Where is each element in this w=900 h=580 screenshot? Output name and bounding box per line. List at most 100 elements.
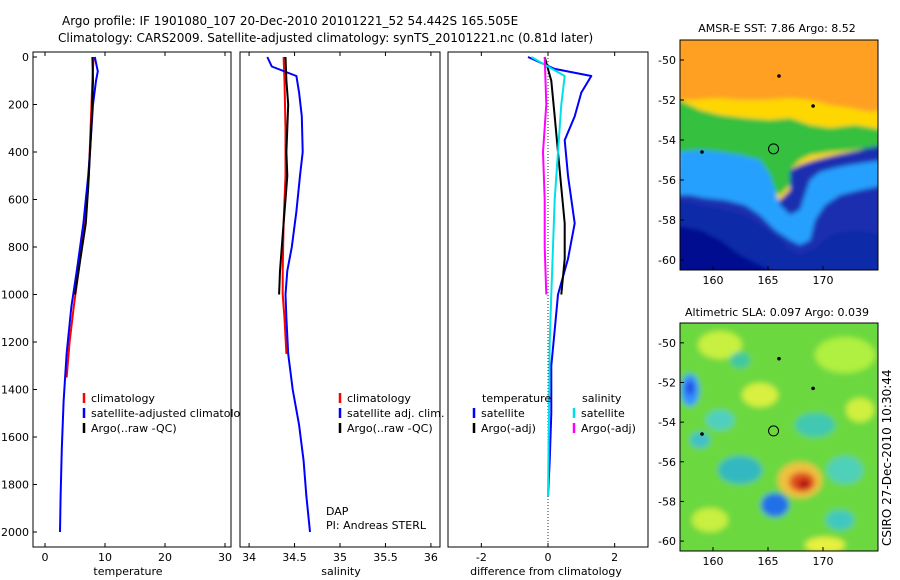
x-tick-label: 34.5 <box>282 551 307 564</box>
lat-tick-label: -56 <box>658 174 676 187</box>
lat-tick-label: -50 <box>658 54 676 67</box>
x-tick-label: 10 <box>98 551 112 564</box>
temperature-plot-area <box>32 51 232 548</box>
lon-tick-label: 165 <box>758 274 779 287</box>
salinity-plot-area <box>239 51 441 548</box>
y-tick-label: 400 <box>8 146 29 159</box>
timestamp-stamp: CSIRO 27-Dec-2010 10:30:44 <box>880 369 894 546</box>
lon-tick-label: 170 <box>813 555 834 568</box>
difference-ticks: -2 0 2 <box>476 52 618 564</box>
island-speck <box>700 150 704 154</box>
legend-group-heading: salinity <box>582 392 622 405</box>
argo-position-marker <box>768 425 780 437</box>
sla-map-ticks: 160 165 170 -50 -52 -54 -56 -58 -60 <box>658 337 833 568</box>
y-tick-label: 1000 <box>1 289 29 302</box>
island-speck <box>777 356 781 361</box>
sst-heatmap <box>680 40 878 270</box>
legend-label: Argo(-adj) <box>481 422 536 435</box>
lon-tick-label: 170 <box>813 274 834 287</box>
legend-label: satellite adj. clim. <box>347 407 444 420</box>
difference-series <box>527 56 593 497</box>
lat-tick-label: -54 <box>658 416 676 429</box>
lat-tick-label: -54 <box>658 134 676 147</box>
argo-raw-qc-line <box>74 56 94 295</box>
legend-label: satellite-adjusted climatology <box>91 407 254 420</box>
island-speck <box>811 386 815 391</box>
legend-label: Argo(..raw -QC) <box>91 422 177 435</box>
temperature-argo-adj-line <box>543 56 566 295</box>
x-tick-label: 20 <box>158 551 172 564</box>
y-tick-label: 2000 <box>1 526 29 539</box>
y-tick-label: 1400 <box>1 384 29 397</box>
lat-tick-label: -52 <box>658 94 676 107</box>
legend-group-heading: temperature <box>482 392 551 405</box>
lat-tick-label: -56 <box>658 456 676 469</box>
y-tick-label: 1600 <box>1 431 29 444</box>
figure-subtitle: Climatology: CARS2009. Satellite-adjuste… <box>58 31 593 45</box>
legend-label: satellite <box>481 407 525 420</box>
salinity-ticks: 34 34.5 35 35.5 36 <box>242 52 438 564</box>
dap-label: DAP <box>326 505 349 518</box>
temperature-legend: climatology satellite-adjusted climatolog… <box>82 392 254 435</box>
x-tick-label: 30 <box>218 551 232 564</box>
y-tick-label: 200 <box>8 99 29 112</box>
satellite-adjusted-climatology-line <box>59 56 99 533</box>
x-tick-label: -2 <box>476 551 487 564</box>
x-tick-label: 35 <box>333 551 347 564</box>
lon-tick-label: 160 <box>703 274 724 287</box>
sla-heatmap <box>680 323 878 551</box>
x-tick-label: 2 <box>611 551 618 564</box>
difference-profile-panel: -2 0 2 difference from climatology tempera… <box>447 51 649 578</box>
sst-map-marks <box>700 74 815 155</box>
difference-axis-label: difference from climatology <box>470 565 622 578</box>
y-tick-label: 600 <box>8 194 29 207</box>
x-tick-label: 36 <box>424 551 438 564</box>
legend-label: climatology <box>347 392 411 405</box>
y-tick-label: 800 <box>8 241 29 254</box>
figure-title: Argo profile: IF 1901080_107 20-Dec-2010… <box>62 14 518 28</box>
legend-label: Argo(..raw -QC) <box>347 422 433 435</box>
island-speck <box>777 74 781 78</box>
salinity-satellite-line <box>530 56 566 497</box>
sst-map-ticks: 160 165 170 -50 -52 -54 -56 -58 -60 <box>658 54 833 287</box>
y-tick-label: 1200 <box>1 336 29 349</box>
sla-map-panel: Altimetric SLA: 0.097 Argo: 0.039 <box>658 306 879 568</box>
lat-tick-label: -60 <box>658 254 676 267</box>
sst-map-panel: AMSR-E SST: 7.86 Argo: 8.52 160 165 170 -50… <box>658 22 879 287</box>
sst-map-frame <box>679 39 879 271</box>
salinity-series <box>266 56 311 533</box>
sla-map-marks <box>700 356 815 437</box>
x-tick-label: 0 <box>42 551 49 564</box>
legend-label: climatology <box>91 392 155 405</box>
difference-legend: temperature satellite Argo(-adj) salinity sa… <box>472 392 636 435</box>
satellite-adj-clim-line <box>266 56 311 533</box>
legend-label: satellite <box>581 407 625 420</box>
temperature-satellite-line <box>527 56 593 497</box>
y-tick-label: 0 <box>22 51 29 64</box>
x-tick-label: 0 <box>545 551 552 564</box>
argo-position-marker <box>768 143 780 155</box>
x-tick-label: 34 <box>242 551 256 564</box>
salinity-profile-panel: 34 34.5 35 35.5 36 salinity climatology satel… <box>239 51 444 578</box>
lat-tick-label: -50 <box>658 337 676 350</box>
x-tick-label: 35.5 <box>373 551 398 564</box>
pi-label: PI: Andreas STERL <box>326 519 427 532</box>
temperature-axis-label: temperature <box>93 565 162 578</box>
lat-tick-label: -52 <box>658 376 676 389</box>
lat-tick-label: -60 <box>658 535 676 548</box>
legend-label: Argo(-adj) <box>581 422 636 435</box>
sla-map-title: Altimetric SLA: 0.097 Argo: 0.039 <box>685 306 869 319</box>
sla-map-frame <box>679 322 879 552</box>
salinity-legend: climatology satellite adj. clim. Argo(..ra… <box>338 392 444 435</box>
island-speck <box>811 104 815 108</box>
lon-tick-label: 160 <box>703 555 724 568</box>
argo-raw-qc-line <box>278 56 290 295</box>
salinity-axis-label: salinity <box>321 565 361 578</box>
lat-tick-label: -58 <box>658 214 676 227</box>
lat-tick-label: -58 <box>658 495 676 508</box>
temperature-profile-panel: 0 10 20 30 0 200 400 600 800 1000 1200 1400 1600 1800… <box>1 51 254 578</box>
salinity-argo-adj-line <box>542 56 548 295</box>
y-tick-label: 1800 <box>1 479 29 492</box>
island-speck <box>700 432 704 436</box>
